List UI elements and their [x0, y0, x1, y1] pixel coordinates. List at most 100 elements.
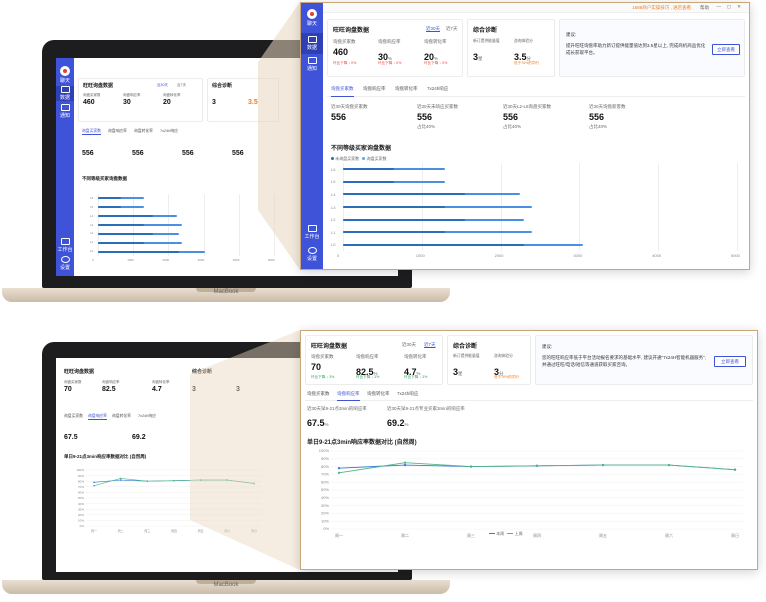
inquiry-data-card: 旺旺询盘数据 近30天 近7天 询盘买家数 70 环比下降 ↓ 3% 询盘响应率…	[305, 335, 443, 385]
sidebar-label: 工作台	[304, 234, 320, 240]
stat-value: 67.5	[64, 434, 78, 441]
sidebar-label: 工作台	[57, 247, 73, 253]
range-30d[interactable]: 近30天	[157, 83, 168, 87]
data-point	[226, 479, 229, 481]
y-tick-label: L5	[90, 204, 94, 209]
laptop-top-base	[2, 288, 450, 302]
view-now-button[interactable]: 立即查看	[712, 44, 740, 55]
tab-response-rate[interactable]: 询盘响应率	[88, 414, 107, 420]
metric-value-wrap: 30%	[378, 47, 392, 65]
range-7d-tab[interactable]: 近7天	[424, 342, 436, 347]
y-tick-label: 0%	[323, 526, 329, 531]
chat-logo-icon	[60, 66, 70, 76]
range-7d-tab[interactable]: 近7天	[446, 26, 458, 31]
suggestion-label: 建议:	[542, 344, 553, 349]
gridline-x	[579, 163, 581, 251]
metric-note: 低于76%的同行	[494, 375, 520, 379]
y-tick-label: 40%	[78, 502, 84, 506]
tab-inquiry-buyers[interactable]: 询盘买家数	[331, 86, 354, 97]
legend-swatch	[489, 533, 495, 535]
bar-inquired	[343, 218, 466, 221]
metric-unit: %	[434, 56, 439, 61]
tab-bar	[305, 389, 753, 401]
laptop-top-sidebar-workbench[interactable]: 工作台	[56, 238, 74, 253]
data-point	[173, 479, 175, 482]
monitor-icon	[307, 225, 317, 232]
y-tick-label: L1	[90, 240, 94, 245]
tab-inquiry-buyers[interactable]: 询盘买家数	[64, 414, 83, 418]
metric-delta: 环比下降 ↓ 3%	[311, 375, 334, 380]
metric-delta: 环比下降 ↓ 3%	[356, 375, 379, 380]
stat-value: 556	[232, 150, 244, 157]
tab-inquiry-buyers[interactable]: 询盘买家数	[82, 129, 101, 135]
y-tick-label: 30%	[78, 507, 84, 511]
tab-7x24h[interactable]: 7x24h响应	[397, 391, 419, 396]
bar-inquired	[98, 232, 153, 235]
laptop-top-sidebar-settings[interactable]: 设置	[56, 256, 74, 271]
range-7d[interactable]: 近7天	[177, 83, 186, 87]
maximize-icon[interactable]: ▢	[726, 4, 731, 9]
y-tick-label: 80%	[321, 464, 329, 469]
y-tick-label: L5	[331, 179, 336, 185]
sidebar-item-notify[interactable]: 通知	[301, 57, 323, 72]
help-link[interactable]: 帮助	[700, 5, 709, 10]
metric-delta: 环比下降 ↓ 3%	[404, 375, 427, 380]
tab-conversion-rate[interactable]: 询盘转化率	[134, 129, 153, 133]
tab-response-rate[interactable]: 询盘响应率	[108, 129, 127, 133]
laptop-top-sidebar-data[interactable]: 数据	[56, 86, 74, 101]
range-30d-tab[interactable]: 近30天	[426, 26, 441, 31]
metric-label: 询盘响应率	[378, 39, 401, 44]
bar-inquired	[98, 250, 179, 253]
tab-response-rate[interactable]: 询盘响应率	[363, 86, 386, 91]
tab-response-rate[interactable]: 询盘响应率	[337, 391, 360, 401]
x-tick-label: 2000	[494, 253, 504, 258]
y-tick-label: 90%	[78, 474, 84, 478]
laptop-top-sidebar-chat[interactable]: 聊天	[56, 66, 74, 84]
promo-link[interactable]: 1688商户实操技巧 , 进店查看	[632, 5, 691, 10]
y-tick-label: 30%	[321, 503, 329, 508]
bar-inquired	[98, 224, 144, 226]
card-title: 旺旺询盘数据	[333, 28, 370, 34]
laptop-top-sidebar-mail[interactable]: 通知	[56, 104, 74, 119]
bar-uninquired	[343, 180, 446, 183]
tab-7x24h[interactable]: 7x24h响应	[427, 86, 449, 91]
sidebar-item-settings[interactable]: 设置	[301, 247, 323, 262]
stat-value: 69.2	[132, 434, 146, 441]
x-tick-label: 周六	[224, 528, 230, 533]
sidebar-label: 通知	[59, 113, 70, 119]
sidebar-item-workbench[interactable]: 工作台	[301, 225, 323, 240]
range-30d-tab[interactable]: 近30天	[402, 342, 417, 347]
tab-conversion-rate[interactable]: 询盘转化率	[395, 86, 418, 91]
metric-value: 20	[424, 52, 435, 62]
sidebar-item-chat[interactable]: 聊天	[301, 9, 323, 27]
tab-conversion-rate[interactable]: 询盘转化率	[367, 391, 390, 396]
gridline-x	[737, 163, 738, 251]
metric-unit: %	[416, 371, 421, 376]
x-tick-label: 4000	[232, 258, 240, 262]
data-point	[337, 471, 341, 475]
view-now-button[interactable]: 立即查看	[714, 356, 746, 367]
stat-value: 556	[82, 150, 94, 157]
zoom-panel-top: 1688商户实操技巧 , 进店查看 帮助 — ▢ ✕ 聊天 数据 通知 工作台 …	[300, 2, 750, 270]
stat-value-wrap: 67.5%	[307, 413, 329, 431]
y-tick-label: L1	[331, 229, 336, 235]
tab-conversion-rate[interactable]: 询盘转化率	[112, 414, 131, 418]
stat-value: 556	[331, 112, 347, 122]
zoom-panel-bottom: 旺旺询盘数据 近30天 近7天 询盘买家数 70 环比下降 ↓ 3% 询盘响应率…	[300, 330, 758, 570]
metric-unit: 分	[526, 56, 532, 61]
tab-7x24h[interactable]: 7x24h响应	[138, 414, 156, 418]
metric-note: 低于76%的同行	[514, 61, 540, 65]
tab-inquiry-buyers[interactable]: 询盘买家数	[307, 391, 330, 396]
chat-logo-icon	[307, 9, 317, 19]
bar-inquired	[98, 206, 121, 209]
stat-label: 近30天未响应买家数	[417, 104, 459, 109]
suggestion-card: 建议: 您的旺旺响应率低于平台活动报名要求的基础水平, 建议开通"7x24H智能…	[535, 335, 753, 385]
y-tick-label: L3	[90, 222, 94, 227]
metric-label: 询盘响应率	[102, 380, 120, 384]
tab-7x24h[interactable]: 7x24h响应	[160, 129, 178, 133]
metric-label: 询盘买家数	[83, 93, 101, 97]
sidebar-item-data[interactable]: 数据	[301, 33, 323, 54]
close-icon[interactable]: ✕	[737, 4, 741, 9]
minimize-icon[interactable]: —	[716, 4, 722, 9]
metric-label: 咨询体验分	[514, 39, 533, 43]
